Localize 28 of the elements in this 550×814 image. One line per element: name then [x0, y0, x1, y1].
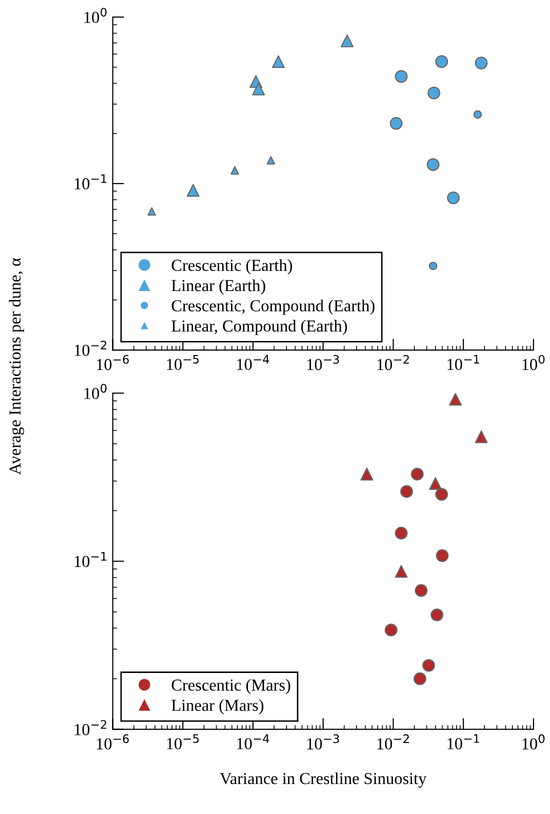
- x-axis-title: Variance in Crestline Sinuosity: [220, 772, 427, 788]
- y-tick-label: 10$^{0}$: [84, 384, 107, 400]
- y-tick-label: 10$^{−1}$: [74, 552, 106, 568]
- legend-label: Linear (Earth): [172, 279, 266, 295]
- y-tick-label: 10$^{−1}$: [74, 174, 106, 190]
- legend-label: Crescentic (Mars): [172, 679, 290, 694]
- legend-label: Crescentic (Earth): [172, 259, 292, 274]
- legend-label: Linear, Compound (Earth): [172, 320, 347, 336]
- legend-label: Linear (Mars): [172, 699, 264, 714]
- x-tick-label: 10$^{−6}$: [96, 734, 129, 750]
- legend-label: Crescentic, Compound (Earth): [172, 300, 374, 315]
- x-tick-label: 10$^{0}$: [522, 734, 545, 750]
- x-tick-label: 10$^{−3}$: [307, 734, 339, 750]
- x-tick-label: 10$^{−4}$: [237, 734, 270, 750]
- x-tick-label: 10$^{−3}$: [307, 354, 339, 370]
- y-axis-title: Average Interactions per dune, α: [8, 258, 24, 475]
- x-tick-label: 10$^{−2}$: [377, 734, 409, 750]
- x-tick-label: 10$^{−2}$: [377, 354, 409, 370]
- x-tick-label: 10$^{0}$: [522, 354, 545, 370]
- x-tick-label: 10$^{−6}$: [96, 354, 129, 370]
- x-tick-label: 10$^{−4}$: [237, 354, 270, 370]
- x-tick-label: 10$^{−5}$: [167, 354, 199, 370]
- x-tick-label: 10$^{−1}$: [448, 734, 480, 750]
- y-tick-label: 10$^{0}$: [84, 8, 107, 24]
- x-tick-label: 10$^{−5}$: [167, 734, 199, 750]
- x-tick-label: 10$^{−1}$: [448, 354, 480, 370]
- y-tick-label: 10$^{−2}$: [74, 720, 106, 736]
- y-tick-label: 10$^{−2}$: [74, 340, 106, 356]
